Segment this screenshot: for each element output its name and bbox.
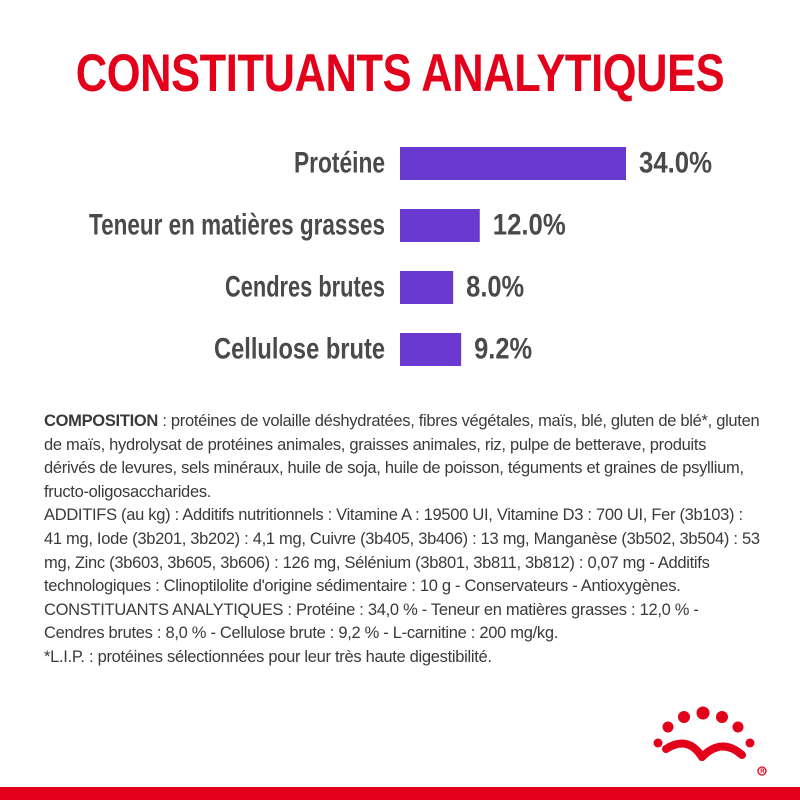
analytical-constituents-chart: Protéine 34.0% Teneur en matières grasses 1… — [89, 146, 712, 366]
category-label: Protéine — [294, 146, 385, 179]
value-label: 8.0% — [466, 270, 524, 303]
bar — [400, 147, 626, 180]
value-label: 9.2% — [474, 332, 532, 365]
bar — [400, 209, 480, 242]
category-label: Cellulose brute — [214, 332, 385, 365]
constituants-paragraph: CONSTITUANTS ANALYTIQUES : Protéine : 34… — [44, 600, 699, 643]
category-label: Teneur en matières grasses — [89, 208, 385, 241]
composition-paragraph: COMPOSITION : protéines de volaille désh… — [44, 410, 760, 504]
value-label: 12.0% — [493, 208, 566, 241]
svg-text:R: R — [760, 769, 765, 775]
value-label: 34.0% — [639, 146, 712, 179]
royal-canin-crown-icon: R — [653, 706, 767, 776]
composition-text: : protéines de volaille déshydratées, fi… — [44, 412, 760, 501]
composition-block: COMPOSITION : protéines de volaille désh… — [44, 410, 760, 670]
footnote-paragraph: *L.I.P. : protéines sélectionnées pour l… — [44, 647, 492, 666]
bar — [400, 333, 462, 366]
additifs-paragraph: ADDITIFS (au kg) : Additifs nutritionnel… — [44, 506, 760, 596]
page-title: CONSTITUANTS ANALYTIQUES — [75, 44, 725, 103]
composition-label: COMPOSITION — [44, 412, 159, 430]
bar — [400, 271, 454, 304]
bottom-brand-bar — [0, 787, 800, 800]
category-label: Cendres brutes — [225, 270, 385, 303]
